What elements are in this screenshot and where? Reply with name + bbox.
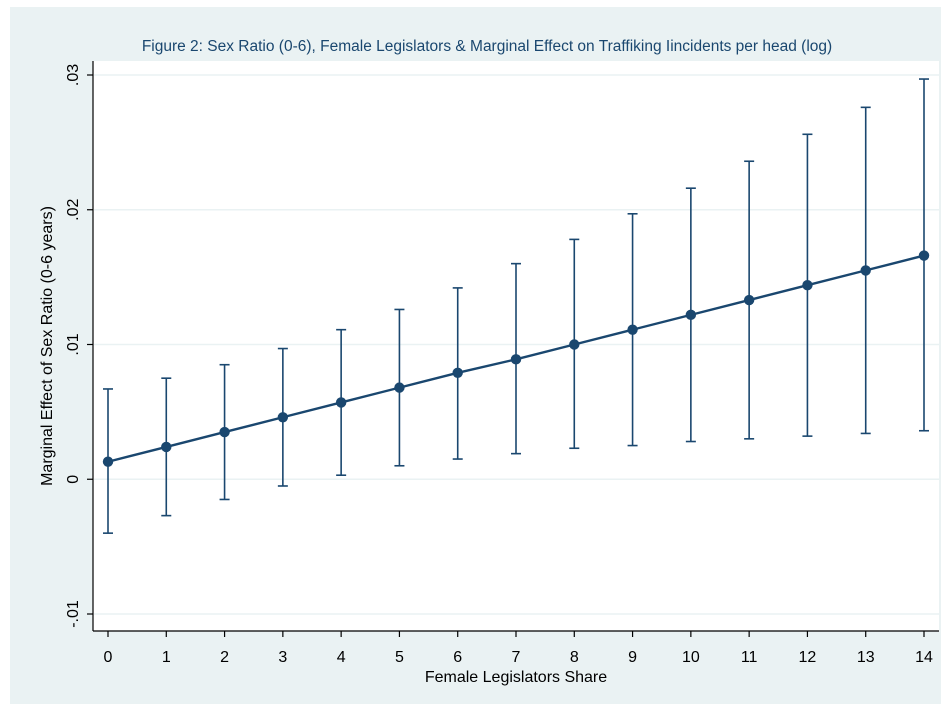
data-point-0 [102, 456, 114, 467]
data-point-3 [277, 412, 289, 423]
x-tick-label-0: 0 [104, 649, 113, 666]
x-tick-label-4: 4 [337, 649, 346, 666]
x-tick-label-2: 2 [220, 649, 229, 666]
data-point-9 [627, 324, 638, 335]
data-point-7 [510, 354, 522, 365]
x-tick-label-11: 11 [741, 649, 758, 666]
data-point-6 [452, 367, 463, 378]
x-axis-label: Female Legislators Share [425, 669, 607, 686]
x-tick-label-7: 7 [512, 649, 521, 666]
axes [87, 61, 939, 637]
y-tick-label-3: .02 [65, 199, 82, 221]
data-point-10 [685, 309, 697, 321]
y-axis-label: Marginal Effect of Sex Ratio (0-6 years) [39, 206, 56, 486]
x-tick-label-6: 6 [453, 649, 462, 666]
x-tick-label-9: 9 [628, 649, 637, 666]
x-tick-label-3: 3 [278, 649, 287, 666]
data-point-13 [860, 265, 871, 276]
x-tick-label-8: 8 [570, 649, 579, 666]
x-tick-label-5: 5 [395, 649, 404, 666]
x-tick-label-13: 13 [857, 649, 875, 666]
x-tick-label-14: 14 [915, 649, 933, 666]
data-point-5 [394, 382, 405, 393]
x-tick-label-1: 1 [162, 649, 171, 666]
data-point-11 [743, 294, 755, 306]
chart-title: Figure 2: Sex Ratio (0-6), Female Legisl… [142, 38, 832, 55]
x-tick-label-10: 10 [682, 649, 700, 666]
data-point-14 [918, 250, 930, 261]
data-point-4 [335, 397, 347, 408]
tick-labels: -.010.01.02.030 1 2 3 4 5 6 7 8 9 10 11 12 13 14 [65, 64, 933, 666]
data-point-1 [161, 441, 172, 453]
y-tick-label-4: .03 [65, 64, 82, 86]
data-point-2 [219, 426, 230, 438]
data-point-12 [802, 280, 813, 291]
y-tick-label-0: -.01 [65, 600, 82, 628]
y-tick-label-2: .01 [65, 333, 82, 355]
data-point-8 [569, 339, 580, 350]
y-tick-label-1: 0 [65, 475, 82, 484]
x-tick-label-12: 12 [799, 649, 817, 666]
series-markers [102, 250, 930, 467]
